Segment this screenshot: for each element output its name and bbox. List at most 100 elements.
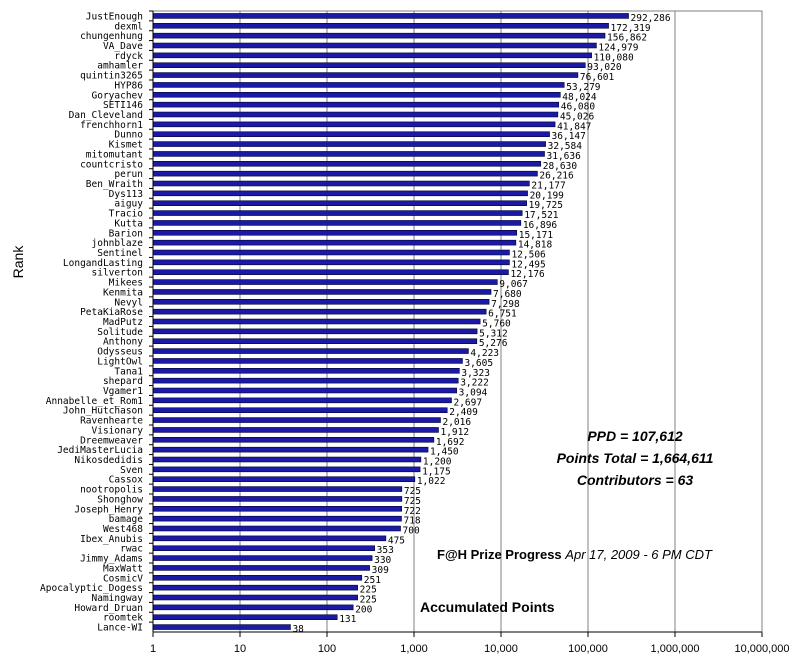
data-label: 31,636 [547,151,582,162]
category-label: quintin3265 [80,71,143,82]
bar [152,456,422,463]
data-label: 15,171 [519,230,554,241]
bar [152,151,545,157]
x-tick-label: 1 [150,643,156,655]
bar [152,407,448,413]
data-label: 6,751 [488,309,517,320]
category-labels: JustEnoughdexmlchungenhungVA_Daverdyckam… [40,11,143,633]
category-label: Anthony [103,337,143,348]
category-label: Sven [120,465,143,476]
bar [152,269,509,275]
bar [152,161,542,167]
category-label: Cassox [109,475,144,486]
data-label: 32,584 [548,141,583,152]
bar [152,200,527,206]
data-label: 309 [372,565,389,576]
data-label: 3,222 [460,378,489,389]
category-label: Kismet [109,140,143,151]
category-label: CosmicV [103,573,143,584]
data-label: 12,495 [511,259,545,270]
data-label: 718 [403,516,420,527]
bar [152,377,459,384]
category-label: Jimmy_Adams [80,554,143,565]
bar [152,535,387,542]
bar [152,614,338,620]
bar [152,397,452,404]
x-tick-label: 10 [234,643,246,655]
category-label: Dys113 [109,189,143,200]
data-label: 12,506 [511,250,546,261]
caption-date: Apr 17, 2009 - 6 PM CDT [565,547,712,562]
data-label: 110,080 [594,52,634,63]
data-label: 53,279 [566,82,601,93]
category-label: aiguy [114,199,143,210]
data-label: 2,697 [453,397,482,408]
bar [152,368,460,374]
data-label: 12,176 [510,269,545,280]
data-label: 7,680 [493,289,522,300]
category-label: MaxWatt [103,563,143,574]
bar [152,23,609,29]
data-label: 14,818 [518,240,553,251]
data-label: 28,630 [543,161,578,172]
data-label: 76,601 [580,72,615,83]
data-label: 41,847 [557,121,591,132]
bar [152,604,354,611]
data-label: 1,200 [423,457,452,468]
bar [152,121,556,128]
category-label: West468 [103,524,143,535]
category-label: Shonghow [97,494,143,505]
contributors-stat: Contributors = 63 [576,472,694,488]
data-label: 46,080 [561,102,596,113]
category-label: MadPutz [103,317,143,328]
category-label: Nevyl [114,297,143,308]
category-label: Apocalyptic_Dogess [40,583,143,594]
data-label: 2,016 [442,417,471,428]
data-label: 3,323 [461,368,490,379]
data-label: 156,862 [607,33,647,44]
x-tick-label: 1,000 [400,643,428,655]
bar [152,594,358,601]
bar [152,239,517,246]
bar [152,624,291,630]
bar [152,584,358,591]
value-labels: 292,286172,319156,862124,979110,08093,02… [292,13,670,635]
bar [152,62,586,68]
data-label: 17,521 [524,210,559,221]
category-label: VA_Dave [103,41,143,52]
bar [152,52,592,59]
category-label: LightOwl [97,356,143,367]
bar [152,308,487,315]
data-label: 722 [404,506,421,517]
data-label: 2,409 [449,407,478,418]
bar [152,427,439,433]
bar [152,328,478,335]
category-label: Ben_Wraith [86,179,143,190]
category-label: johnblaze [92,238,144,249]
ppd-stat: PPD = 107,612 [587,428,683,444]
x-tick-label: 100,000 [568,643,608,655]
bar [152,515,402,522]
category-label: Lance-WI [97,623,143,634]
bar [152,338,478,344]
category-label: Ravenhearte [80,416,143,427]
data-label: 172,319 [611,23,651,34]
caption-title: F@H Prize Progress [437,547,562,562]
data-label: 21,177 [531,181,565,192]
category-label: John_Hutchason [63,406,143,417]
bar [152,141,546,147]
category-label: chungenhung [80,31,143,42]
category-label: roomtek [103,613,143,624]
data-label: 4,223 [470,348,499,359]
data-label: 5,760 [482,319,511,330]
bar [152,32,606,39]
data-label: 48,024 [562,92,597,103]
bar [152,506,402,512]
bar [152,496,403,502]
category-label: Howard_Druan [74,603,143,614]
data-label: 131 [339,614,356,625]
data-label: 26,216 [539,171,574,182]
bar [152,190,528,197]
category-label: JustEnough [86,11,143,22]
x-tick-label: 100 [318,643,336,655]
